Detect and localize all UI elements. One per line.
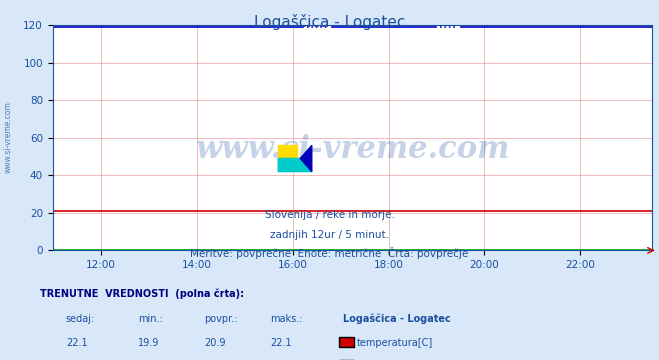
Polygon shape [278,158,312,172]
Text: povpr.:: povpr.: [204,314,238,324]
Text: Slovenija / reke in morje.: Slovenija / reke in morje. [264,210,395,220]
Text: Logaščica - Logatec: Logaščica - Logatec [254,14,405,30]
Text: Logaščica - Logatec: Logaščica - Logatec [343,314,451,324]
Text: min.:: min.: [138,314,163,324]
Text: temperatura[C]: temperatura[C] [357,338,434,348]
Text: zadnjih 12ur / 5 minut.: zadnjih 12ur / 5 minut. [270,230,389,240]
Text: sedaj:: sedaj: [66,314,95,324]
Polygon shape [301,145,312,172]
Bar [278,145,297,158]
Text: 22.1: 22.1 [270,338,292,348]
Text: www.si-vreme.com: www.si-vreme.com [3,101,13,173]
Text: 20.9: 20.9 [204,338,226,348]
Text: Meritve: povprečne  Enote: metrične  Črta: povprečje: Meritve: povprečne Enote: metrične Črta:… [190,247,469,260]
Text: TRENUTNE  VREDNOSTI  (polna črta):: TRENUTNE VREDNOSTI (polna črta): [40,288,244,299]
Text: www.si-vreme.com: www.si-vreme.com [195,134,510,165]
Text: 22.1: 22.1 [66,338,88,348]
Text: maks.:: maks.: [270,314,302,324]
Text: 19.9: 19.9 [138,338,159,348]
